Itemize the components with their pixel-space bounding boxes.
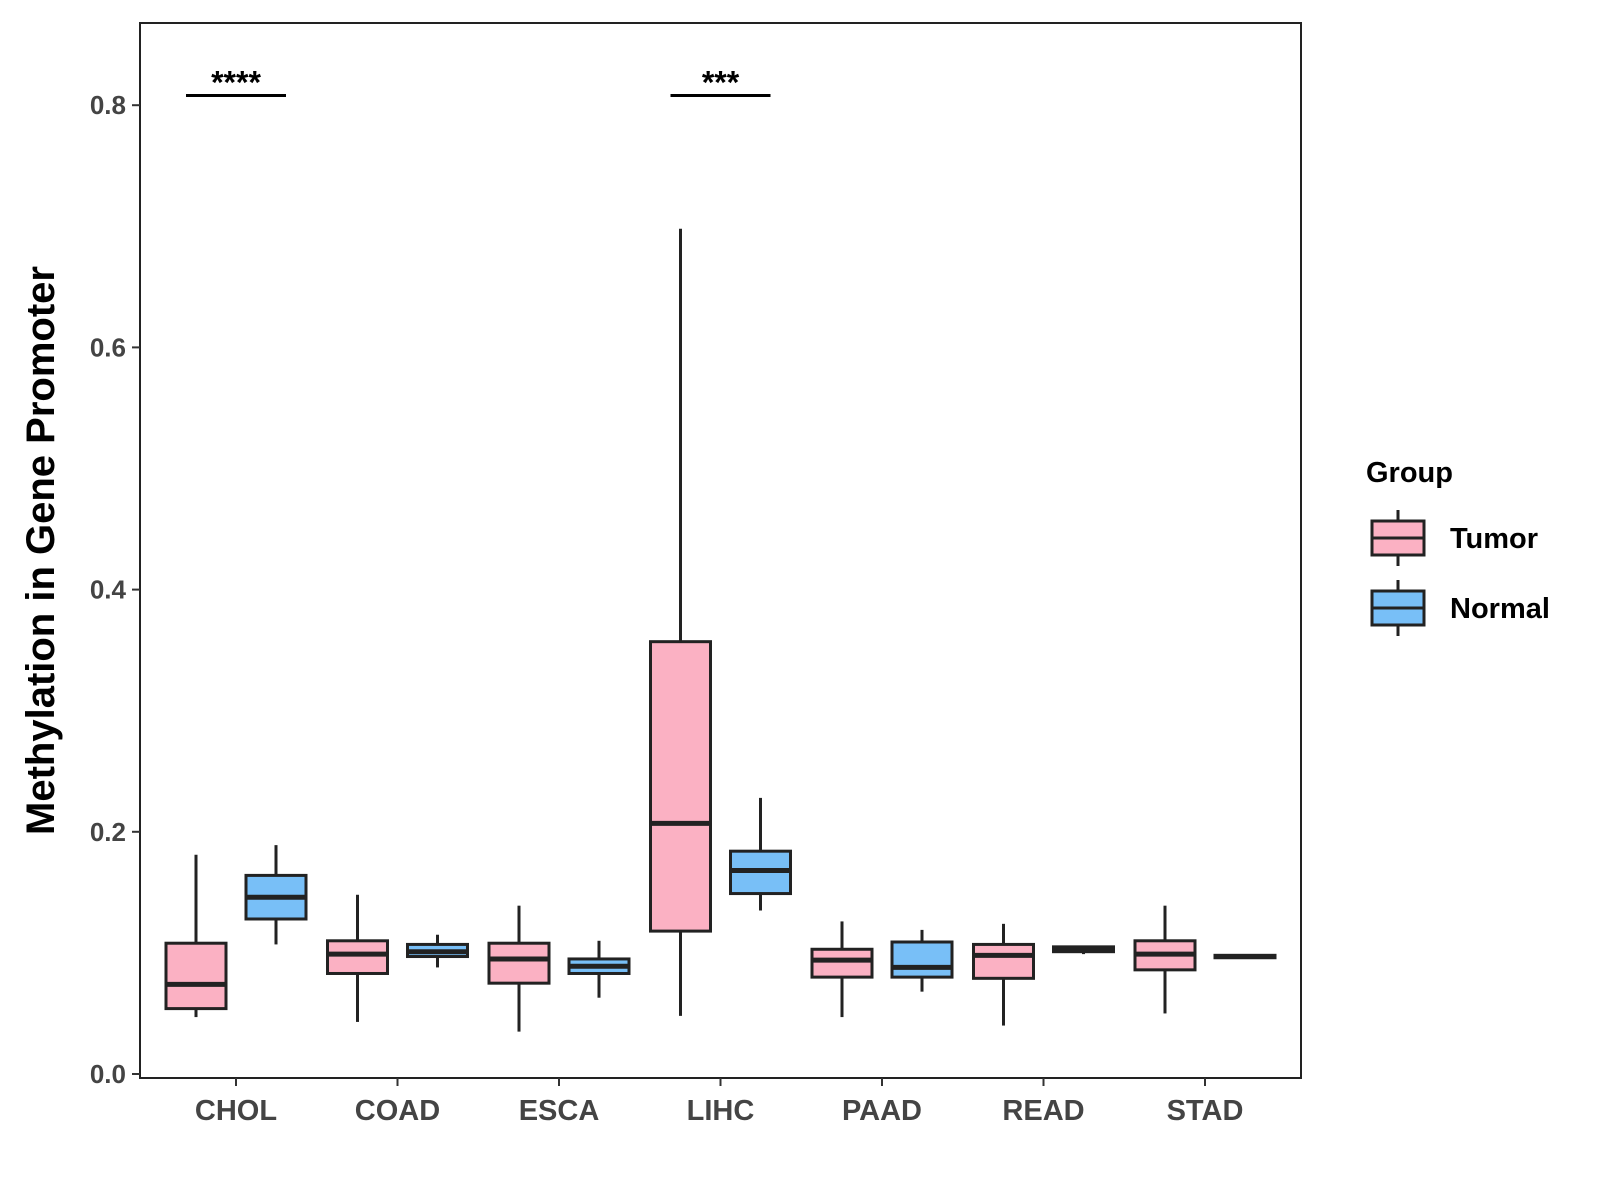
- box-tumor-esca: [487, 905, 551, 1032]
- x-tick-label-lihc: LIHC: [687, 1095, 755, 1127]
- box-normal-esca: [567, 940, 631, 998]
- significance-label: ****: [211, 65, 261, 101]
- legend-label-normal: Normal: [1450, 593, 1550, 625]
- box-tumor-stad: [1133, 905, 1197, 1014]
- box-body: [972, 942, 1035, 980]
- legend-title: Group: [1366, 457, 1453, 489]
- box-normal-read: [1052, 945, 1115, 955]
- legend-key-tumor: Tumor: [1370, 510, 1538, 566]
- x-tick-label-coad: COAD: [355, 1095, 440, 1127]
- x-tick-label-stad: STAD: [1167, 1095, 1244, 1127]
- y-tick-label: 0.2: [90, 817, 126, 847]
- y-tick-label: 0.4: [90, 575, 127, 605]
- significance-lihc: ***: [670, 65, 771, 101]
- legend: Group Tumor Normal: [1366, 457, 1550, 636]
- y-tick-label: 0.8: [90, 90, 126, 120]
- box-body: [810, 947, 874, 979]
- box-body: [326, 939, 389, 975]
- significance-label: ***: [702, 65, 740, 101]
- box-body: [649, 640, 712, 933]
- box-tumor-read: [972, 923, 1035, 1026]
- box-tumor-lihc: [649, 228, 712, 1016]
- y-axis-title: Methylation in Gene Promoter: [19, 266, 63, 835]
- box-normal-coad: [406, 934, 469, 968]
- y-tick-label: 0.6: [90, 332, 126, 362]
- legend-label-tumor: Tumor: [1450, 523, 1538, 555]
- plot-area: **** ***: [164, 65, 1277, 1032]
- box-normal-stad: [1213, 953, 1277, 960]
- x-tick-label-paad: PAAD: [842, 1095, 922, 1127]
- box-normal-paad: [890, 929, 954, 992]
- box-body: [890, 940, 954, 979]
- box-tumor-chol: [164, 854, 228, 1018]
- box-normal-chol: [244, 845, 308, 945]
- box-tumor-coad: [326, 894, 389, 1022]
- box-normal-lihc: [729, 797, 792, 911]
- box-body: [164, 941, 228, 1011]
- box-tumor-paad: [810, 921, 874, 1018]
- x-tick-label-chol: CHOL: [195, 1095, 277, 1127]
- x-tick-label-esca: ESCA: [519, 1095, 600, 1127]
- x-tick-label-read: READ: [1002, 1095, 1084, 1127]
- axes: 0.0 0.2 0.4 0.6 0.8 CHOL COAD ESCA LIHC PAAD READ S…: [19, 22, 1302, 1127]
- y-tick-label: 0.0: [90, 1059, 126, 1089]
- box-body: [487, 941, 551, 985]
- significance-chol: ****: [186, 65, 286, 101]
- panel-border: [139, 22, 1302, 1079]
- legend-key-normal: Normal: [1370, 580, 1550, 636]
